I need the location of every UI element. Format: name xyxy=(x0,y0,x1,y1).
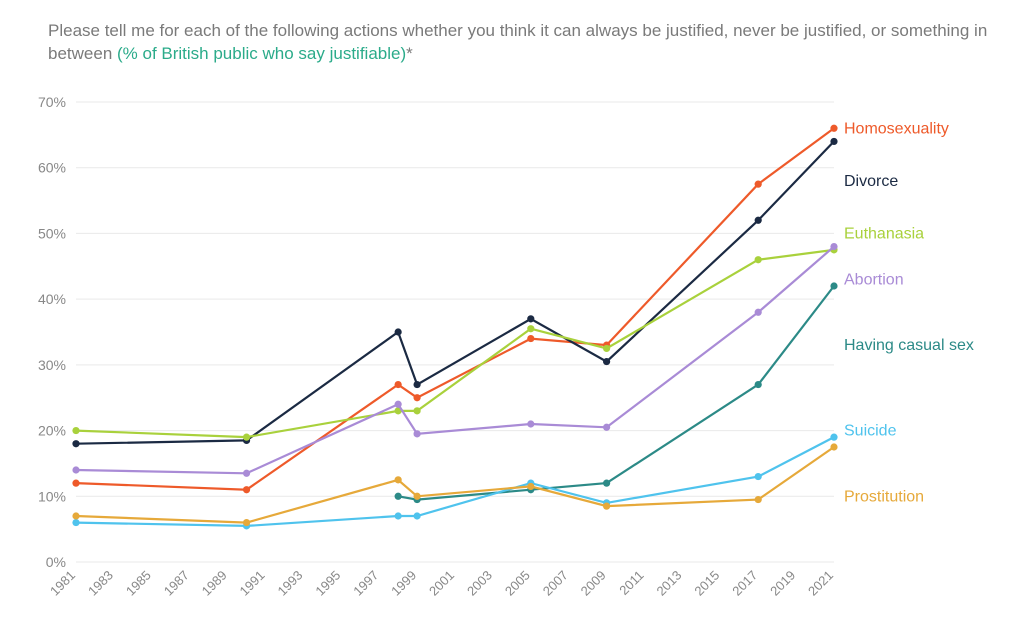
series-point-euthanasia xyxy=(72,427,79,434)
series-point-homosexuality xyxy=(830,125,837,132)
x-tick-label: 2007 xyxy=(540,567,571,598)
series-point-casual_sex xyxy=(830,282,837,289)
series-point-homosexuality xyxy=(527,335,534,342)
series-point-casual_sex xyxy=(395,493,402,500)
series-point-euthanasia xyxy=(603,345,610,352)
y-tick-label: 50% xyxy=(38,225,66,241)
series-point-prostitution xyxy=(395,476,402,483)
chart-title: Please tell me for each of the following… xyxy=(20,20,1004,66)
series-point-homosexuality xyxy=(395,381,402,388)
series-point-suicide xyxy=(755,473,762,480)
series-label-euthanasia: Euthanasia xyxy=(844,225,924,242)
x-tick-label: 2015 xyxy=(691,567,722,598)
series-group: Homosexuality Divorce Euthanasia Abortion Ha… xyxy=(72,120,973,529)
series-point-abortion xyxy=(755,309,762,316)
series-point-abortion xyxy=(414,430,421,437)
x-tick-label: 1983 xyxy=(85,567,116,598)
series-point-homosexuality xyxy=(72,479,79,486)
series-point-prostitution xyxy=(603,502,610,509)
x-tick-label: 1987 xyxy=(161,567,192,598)
series-label-abortion: Abortion xyxy=(844,271,904,288)
x-tick-label: 1995 xyxy=(312,567,343,598)
y-tick-label: 0% xyxy=(46,554,66,570)
x-tick-label: 2001 xyxy=(426,567,457,598)
series-point-suicide xyxy=(830,433,837,440)
series-point-abortion xyxy=(603,424,610,431)
series-point-abortion xyxy=(243,470,250,477)
series-point-abortion xyxy=(72,466,79,473)
x-tick-label: 2021 xyxy=(805,567,836,598)
y-axis: 0% 10% 20% 30% 40% 50% 60% 70% xyxy=(38,94,66,570)
series-point-prostitution xyxy=(414,493,421,500)
series-point-abortion xyxy=(395,401,402,408)
series-line-casual_sex xyxy=(398,286,834,500)
series-point-prostitution xyxy=(755,496,762,503)
y-tick-label: 30% xyxy=(38,357,66,373)
series-point-divorce xyxy=(755,217,762,224)
series-point-divorce xyxy=(395,328,402,335)
x-tick-label: 2009 xyxy=(578,567,609,598)
series-point-prostitution xyxy=(527,483,534,490)
series-point-prostitution xyxy=(830,443,837,450)
x-tick-label: 1999 xyxy=(388,567,419,598)
x-tick-label: 1991 xyxy=(237,567,268,598)
y-tick-label: 20% xyxy=(38,422,66,438)
series-point-divorce xyxy=(72,440,79,447)
x-tick-label: 2019 xyxy=(767,567,798,598)
series-point-divorce xyxy=(527,315,534,322)
chart-container: Please tell me for each of the following… xyxy=(20,20,1004,622)
x-tick-label: 2005 xyxy=(502,567,533,598)
series-point-divorce xyxy=(414,381,421,388)
series-line-prostitution xyxy=(76,447,834,523)
series-point-homosexuality xyxy=(414,394,421,401)
x-tick-label: 1981 xyxy=(47,567,78,598)
line-chart: 0%10%20%30%40%50%60%70%19811983198519871… xyxy=(20,72,1004,622)
series-point-prostitution xyxy=(243,519,250,526)
series-line-divorce xyxy=(76,141,834,443)
series-point-homosexuality xyxy=(243,486,250,493)
x-tick-label: 2013 xyxy=(653,567,684,598)
y-tick-label: 60% xyxy=(38,160,66,176)
series-label-divorce: Divorce xyxy=(844,173,898,190)
x-axis: 1981198319851987198919911993199519971999… xyxy=(47,567,836,598)
x-tick-label: 1993 xyxy=(274,567,305,598)
series-point-euthanasia xyxy=(755,256,762,263)
series-point-divorce xyxy=(603,358,610,365)
series-point-euthanasia xyxy=(527,325,534,332)
title-suffix: * xyxy=(406,44,413,63)
series-point-suicide xyxy=(414,512,421,519)
series-label-suicide: Suicide xyxy=(844,422,897,439)
series-point-abortion xyxy=(527,420,534,427)
x-tick-label: 1985 xyxy=(123,567,154,598)
y-tick-label: 10% xyxy=(38,488,66,504)
series-point-suicide xyxy=(395,512,402,519)
series-point-euthanasia xyxy=(414,407,421,414)
series-label-prostitution: Prostitution xyxy=(844,488,924,505)
y-tick-label: 70% xyxy=(38,94,66,110)
series-point-abortion xyxy=(830,243,837,250)
series-point-prostitution xyxy=(72,512,79,519)
series-point-homosexuality xyxy=(755,180,762,187)
x-tick-label: 2011 xyxy=(616,567,646,597)
series-point-euthanasia xyxy=(243,433,250,440)
series-label-casual_sex: Having casual sex xyxy=(844,337,974,354)
series-point-casual_sex xyxy=(755,381,762,388)
series-label-homosexuality: Homosexuality xyxy=(844,120,949,137)
x-tick-label: 1997 xyxy=(350,567,381,598)
x-tick-label: 2017 xyxy=(729,567,760,598)
title-highlight: (% of British public who say justifiable… xyxy=(117,44,406,63)
series-line-suicide xyxy=(76,437,834,526)
series-point-suicide xyxy=(72,519,79,526)
series-point-casual_sex xyxy=(603,479,610,486)
series-point-divorce xyxy=(830,138,837,145)
y-tick-label: 40% xyxy=(38,291,66,307)
x-tick-label: 2003 xyxy=(464,567,495,598)
x-tick-label: 1989 xyxy=(199,567,230,598)
